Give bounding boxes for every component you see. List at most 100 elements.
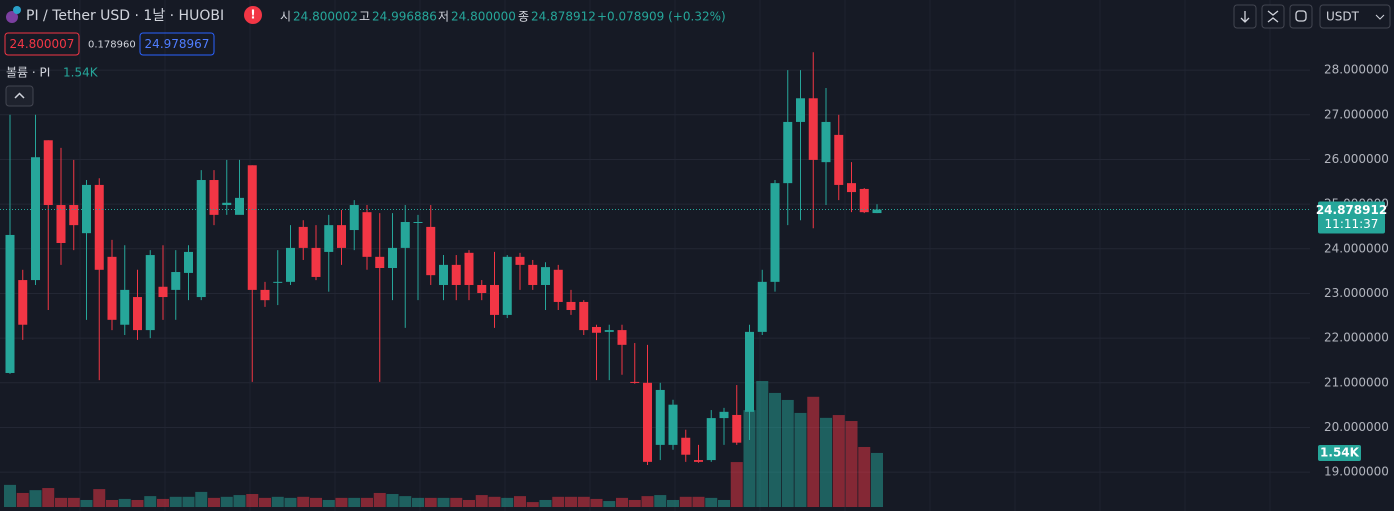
candle-body — [821, 121, 831, 163]
symbol-icon — [6, 11, 18, 23]
volume-bar — [858, 446, 871, 507]
candle-body — [592, 326, 601, 333]
volume-bar — [603, 501, 616, 507]
volume-bar — [781, 399, 794, 507]
candle-body — [273, 281, 283, 283]
candle-body — [604, 330, 614, 332]
volume-bar — [565, 496, 577, 507]
candle-body — [426, 226, 436, 276]
countdown: 11:11:37 — [1325, 217, 1379, 231]
volume-bar — [169, 496, 182, 507]
volume-bar — [361, 497, 373, 507]
ohlc-key: 종 — [518, 10, 529, 24]
candle-body — [298, 226, 308, 248]
y-tick-label: 22.000000 — [1324, 331, 1389, 345]
candle-body — [464, 252, 474, 285]
collapse-button[interactable] — [5, 85, 34, 107]
candle-body — [247, 165, 257, 290]
candle-body — [630, 381, 640, 383]
volume-bar — [310, 497, 322, 507]
volume-bar — [55, 497, 67, 507]
candle-body — [490, 284, 499, 315]
volume-title: 볼륨 · PI — [6, 66, 50, 80]
alert-icon-glyph: ! — [250, 8, 255, 22]
volume-bar — [16, 492, 29, 507]
candles — [0, 52, 1310, 465]
volume-pane — [4, 381, 883, 507]
volume-bar — [514, 496, 526, 507]
volume-label: 1.54K — [1320, 445, 1360, 459]
candle-body — [69, 205, 79, 226]
volume-bar — [871, 452, 883, 507]
volume-bar — [718, 499, 730, 507]
currency: USDT — [1326, 10, 1360, 24]
volume-bar — [131, 499, 144, 507]
dropdown-icon — [1375, 14, 1385, 20]
volume-bar — [756, 381, 769, 507]
y-tick-label: 27.000000 — [1324, 107, 1389, 121]
volume-bar — [284, 497, 297, 507]
volume-bar — [259, 497, 271, 507]
reset-button[interactable] — [1289, 4, 1313, 29]
candle-body — [120, 289, 130, 325]
volume-bar — [297, 496, 310, 507]
candle-body — [145, 255, 155, 331]
alert-icon[interactable] — [244, 6, 262, 24]
symbol-icon — [13, 6, 21, 14]
volume-bar — [67, 497, 80, 507]
bid-box[interactable] — [4, 32, 80, 56]
volume-bar — [807, 396, 820, 507]
candle-body — [82, 184, 91, 234]
candle-body — [617, 330, 627, 345]
volume-bar — [42, 488, 55, 507]
volume-bar — [820, 417, 832, 507]
y-tick-label: 26.000000 — [1324, 152, 1389, 166]
candle-body — [133, 297, 142, 331]
volume-bar — [233, 495, 246, 507]
volume-bar — [4, 484, 16, 507]
volume-bar — [832, 415, 845, 507]
currency-select[interactable] — [1319, 4, 1391, 29]
volume-bar — [679, 496, 692, 507]
volume-bar — [501, 497, 514, 507]
volume-bar — [93, 489, 106, 507]
y-tick-label: 24.000000 — [1324, 241, 1389, 255]
volume-bar — [450, 497, 463, 507]
volume-bar — [628, 499, 641, 507]
candle-body — [349, 205, 359, 231]
volume-bar — [488, 496, 501, 507]
candle-body — [235, 197, 244, 215]
candle-body — [553, 269, 563, 302]
y-tick-label: 23.000000 — [1324, 286, 1389, 300]
volume-bar — [106, 499, 118, 507]
candle-body — [515, 256, 525, 265]
volume-bar — [80, 499, 93, 507]
candle-body — [375, 256, 385, 269]
volume-bar — [220, 496, 233, 507]
candle-body — [528, 264, 538, 285]
volume-bar — [386, 494, 399, 507]
candle-body — [56, 205, 66, 243]
volume-bar — [539, 499, 552, 507]
ask-box[interactable] — [139, 32, 215, 56]
candle-body — [209, 180, 219, 215]
volume-bar — [475, 495, 488, 507]
ohlc-value: 24.800002 — [293, 10, 358, 24]
volume-bar — [424, 497, 437, 507]
y-tick-label: 21.000000 — [1324, 375, 1389, 389]
volume-bar — [590, 498, 603, 507]
volume-bar — [743, 410, 756, 507]
volume-bar — [271, 496, 284, 507]
candle-body — [566, 301, 576, 310]
candle-body — [311, 247, 321, 277]
volume-bar — [667, 499, 679, 507]
collapse-icon — [14, 92, 25, 99]
candle-body — [502, 256, 512, 315]
candle-body — [260, 289, 270, 301]
price-axis: 19.000000 20.000000 21.000000 22.000000 23.0… — [1316, 63, 1389, 479]
volume-bar — [246, 494, 259, 507]
fit-icon — [1267, 10, 1279, 23]
candle-body — [196, 180, 206, 298]
candle-body — [451, 264, 461, 285]
fit-button[interactable] — [1261, 4, 1285, 29]
